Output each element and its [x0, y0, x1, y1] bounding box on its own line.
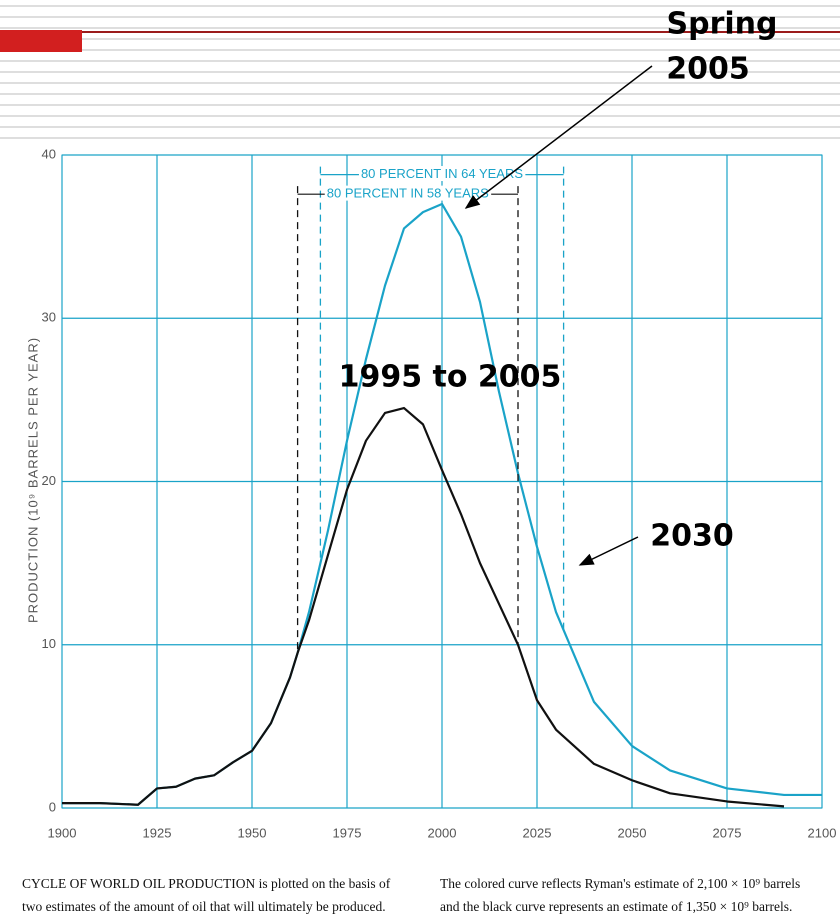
y-tick-label: 0 [49, 799, 56, 814]
callout: 1995 to 2005 [339, 360, 562, 395]
caption: two estimates of the amount of oil that … [22, 899, 386, 914]
y-tick-label: 20 [42, 473, 56, 488]
x-tick-label: 2000 [428, 825, 457, 840]
callout: Spring [667, 7, 778, 42]
y-tick-label: 40 [42, 146, 56, 161]
x-tick-label: 1975 [333, 825, 362, 840]
series-line [62, 406, 785, 808]
caption: and the black curve represents an estima… [440, 899, 792, 914]
range-label: 80 PERCENT IN 64 YEARS [361, 166, 523, 181]
x-tick-label: 2100 [808, 825, 837, 840]
range-label: 80 PERCENT IN 58 YEARS [327, 186, 489, 201]
red-bar [0, 30, 82, 52]
x-tick-label: 1900 [48, 825, 77, 840]
label-bg [358, 166, 526, 182]
plot: 1900 1925 1950 1975 2000 2025 2050 2075 2100 0 10 2… [42, 146, 837, 840]
x-tick-label: 2050 [618, 825, 647, 840]
x-tick-label: 2025 [523, 825, 552, 840]
x-tick-label: 1925 [143, 825, 172, 840]
slide-decoration [0, 5, 840, 139]
y-axis-label: PRODUCTION (10⁹ BARRELS PER YEAR) [25, 337, 40, 623]
label-bg [324, 185, 492, 201]
y-tick-label: 10 [42, 636, 56, 651]
callout: 2030 [650, 519, 734, 554]
x-tick-label: 1950 [238, 825, 267, 840]
x-tick-label: 2075 [713, 825, 742, 840]
caption: CYCLE OF WORLD OIL PRODUCTION is plotted… [22, 876, 391, 891]
callout: 2005 [666, 52, 750, 87]
caption: The colored curve reflects Ryman's estim… [440, 876, 800, 891]
callout-arrow [464, 65, 653, 209]
callout-arrow [578, 536, 639, 566]
y-tick-label: 30 [42, 310, 56, 325]
